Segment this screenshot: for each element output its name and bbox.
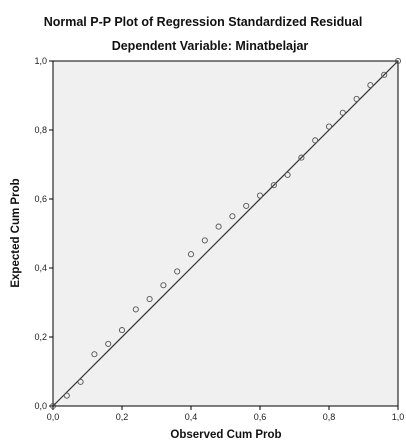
data-point — [243, 202, 250, 209]
data-point — [91, 351, 98, 358]
x-tick-label: 0,2 — [116, 412, 129, 422]
data-point — [215, 223, 222, 230]
data-point — [201, 237, 208, 244]
data-point — [118, 327, 126, 334]
x-tick-label: 0,6 — [254, 412, 267, 422]
y-tick-label: 0,0 — [34, 401, 47, 411]
x-axis-label: Observed Cum Prob — [170, 429, 281, 441]
data-point — [284, 171, 291, 178]
data-points — [49, 57, 402, 410]
data-point — [298, 154, 305, 161]
data-point — [312, 137, 319, 144]
data-point — [394, 57, 402, 65]
data-point — [381, 71, 388, 78]
chart-subtitle: Dependent Variable: Minatbelajar — [112, 39, 309, 53]
y-tick-label: 0,6 — [34, 194, 47, 204]
data-point — [367, 82, 374, 89]
x-tick-label: 1,0 — [392, 412, 405, 422]
data-point — [77, 378, 84, 385]
data-point — [105, 340, 112, 347]
data-point — [160, 282, 167, 289]
y-tick-label: 0,2 — [34, 332, 47, 342]
data-point — [339, 109, 346, 116]
data-point — [229, 213, 236, 220]
data-point — [63, 392, 70, 399]
x-axis: 0,0 0,2 0,4 0,6 0,8 1,0 — [47, 406, 405, 422]
data-point — [146, 295, 153, 303]
y-tick-label: 0,4 — [34, 263, 47, 273]
data-point — [49, 402, 57, 410]
x-tick-label: 0,8 — [323, 412, 336, 422]
data-point — [132, 306, 139, 313]
y-axis-label: Expected Cum Prob — [10, 178, 22, 287]
x-tick-label: 0,0 — [47, 412, 60, 422]
data-point — [353, 95, 360, 102]
chart-title: Normal P-P Plot of Regression Standardiz… — [44, 15, 363, 29]
data-point — [187, 251, 195, 258]
data-point — [270, 182, 277, 189]
y-tick-label: 0,8 — [34, 125, 47, 135]
reference-line — [52, 60, 399, 407]
data-point — [174, 268, 181, 275]
x-tick-label: 0,4 — [185, 412, 198, 422]
y-tick-label: 1,0 — [34, 56, 47, 66]
data-point — [325, 123, 333, 130]
data-point — [256, 192, 264, 199]
y-axis: 0,0 0,2 0,4 0,6 0,8 1,0 — [34, 56, 53, 411]
